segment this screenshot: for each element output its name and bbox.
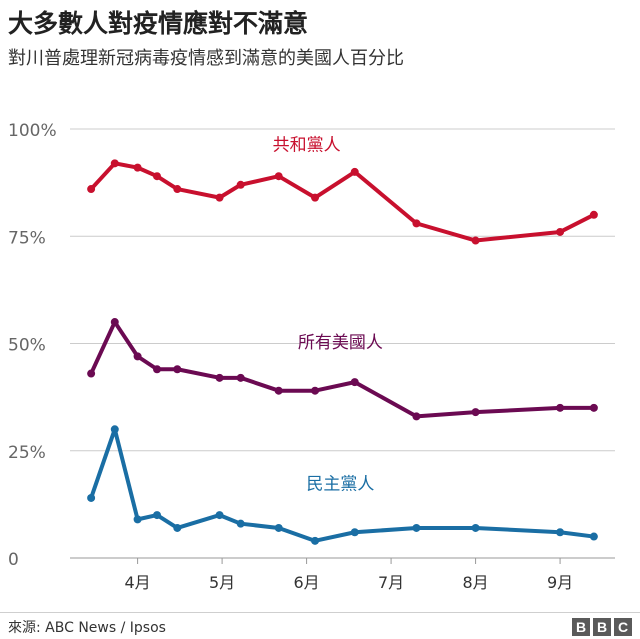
data-point	[215, 373, 224, 382]
data-point	[153, 172, 162, 181]
data-point	[471, 236, 480, 245]
data-point	[412, 523, 421, 532]
series-line	[89, 161, 596, 243]
data-point	[87, 369, 96, 378]
y-tick-label: 50%	[8, 336, 46, 356]
data-point	[153, 511, 162, 520]
y-tick-label: 75%	[8, 228, 46, 248]
data-point	[153, 365, 162, 374]
chart-title: 大多數人對疫情應對不滿意	[8, 9, 309, 38]
chart-subtitle: 對川普處理新冠病毒疫情感到滿意的美國人百分比	[8, 48, 404, 69]
data-point	[274, 523, 283, 532]
data-point	[236, 519, 245, 528]
series-label: 民主黨人	[306, 474, 374, 494]
data-point	[236, 180, 245, 189]
data-point	[412, 412, 421, 421]
data-point	[173, 185, 182, 194]
x-tick-label: 6月	[293, 573, 319, 592]
data-point	[556, 528, 565, 537]
data-point	[133, 163, 142, 172]
bbc-logo: B B C	[572, 618, 632, 636]
data-point	[556, 403, 565, 412]
data-point	[274, 172, 283, 181]
data-point	[589, 403, 598, 412]
data-point	[311, 193, 320, 202]
x-tick-label: 5月	[209, 573, 235, 592]
y-tick-label: 0	[8, 550, 19, 570]
data-point	[471, 523, 480, 532]
data-point	[350, 167, 359, 176]
bbc-logo-letter: B	[593, 618, 611, 636]
data-point	[87, 185, 96, 194]
data-point	[110, 425, 119, 434]
bbc-logo-letter: C	[614, 618, 632, 636]
data-point	[350, 528, 359, 537]
data-point	[471, 408, 480, 417]
data-point	[311, 386, 320, 395]
data-point	[350, 378, 359, 387]
data-point	[412, 219, 421, 228]
data-point	[589, 210, 598, 219]
data-point	[173, 523, 182, 532]
data-point	[87, 493, 96, 502]
data-point	[215, 511, 224, 520]
data-point	[274, 386, 283, 395]
x-tick-label: 9月	[547, 573, 573, 592]
data-point	[173, 365, 182, 374]
y-tick-label: 100%	[8, 121, 57, 141]
data-point	[110, 159, 119, 168]
data-point	[556, 227, 565, 236]
series-label: 共和黨人	[273, 135, 341, 155]
x-tick-label: 4月	[125, 573, 151, 592]
footer-divider	[0, 612, 640, 613]
data-point	[311, 536, 320, 545]
data-point	[110, 318, 119, 327]
data-point	[133, 352, 142, 361]
data-point	[589, 532, 598, 541]
data-point	[215, 193, 224, 202]
y-tick-label: 25%	[8, 443, 46, 463]
data-point	[133, 515, 142, 524]
x-tick-label: 7月	[378, 573, 404, 592]
series-label: 所有美國人	[298, 333, 383, 353]
x-tick-label: 8月	[462, 573, 488, 592]
source-text: 來源: ABC News / Ipsos	[8, 620, 166, 636]
bbc-logo-letter: B	[572, 618, 590, 636]
data-point	[236, 373, 245, 382]
